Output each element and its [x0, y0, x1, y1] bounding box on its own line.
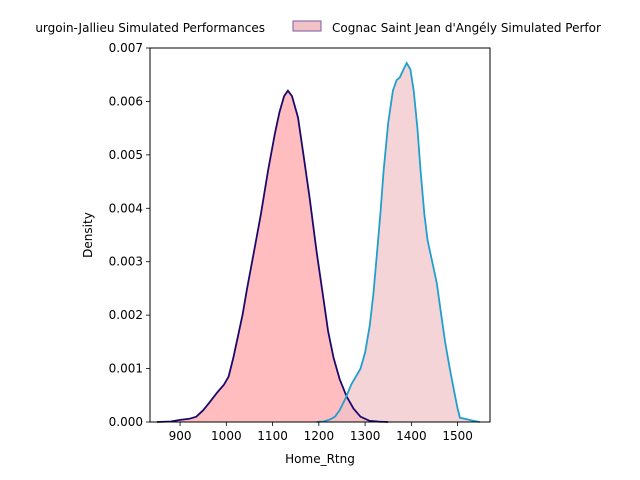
x-tick-label: 1200: [304, 429, 335, 443]
area-series-1: [156, 90, 389, 422]
density-areas: [156, 63, 480, 422]
y-tick-label: 0.000: [109, 415, 143, 429]
legend: urgoin-Jallieu Simulated Performances Cog…: [35, 20, 601, 35]
x-tick-label: 1500: [442, 429, 473, 443]
y-tick-label: 0.002: [109, 308, 143, 322]
x-axis-label: Home_Rtng: [285, 452, 355, 466]
y-tick-label: 0.004: [109, 201, 143, 215]
y-tick-label: 0.003: [109, 255, 143, 269]
y-tick-label: 0.006: [109, 94, 143, 108]
x-tick-label: 900: [169, 429, 192, 443]
y-axis-label: Density: [81, 212, 95, 258]
line-series-2: [316, 61, 480, 423]
line-series-1: [156, 89, 389, 423]
x-axis-ticks: 900 1000 1100 1200 1300 1400 1500: [169, 422, 473, 443]
y-tick-label: 0.001: [109, 362, 143, 376]
y-axis-ticks: 0.000 0.001 0.002 0.003 0.004 0.005 0.006 0.007: [109, 41, 150, 429]
legend-label-2: Cognac Saint Jean d'Angély Simulated Per…: [332, 21, 601, 35]
x-tick-label: 1300: [350, 429, 381, 443]
x-tick-label: 1100: [257, 429, 288, 443]
area-series-2: [316, 63, 480, 422]
legend-swatch-2: [292, 20, 322, 32]
plot-frame: [149, 47, 491, 423]
x-tick-label: 1000: [211, 429, 242, 443]
density-lines: [156, 61, 480, 423]
y-tick-label: 0.007: [109, 41, 143, 55]
legend-label-1: urgoin-Jallieu Simulated Performances: [35, 21, 265, 35]
x-tick-label: 1400: [396, 429, 427, 443]
y-tick-label: 0.005: [109, 148, 143, 162]
